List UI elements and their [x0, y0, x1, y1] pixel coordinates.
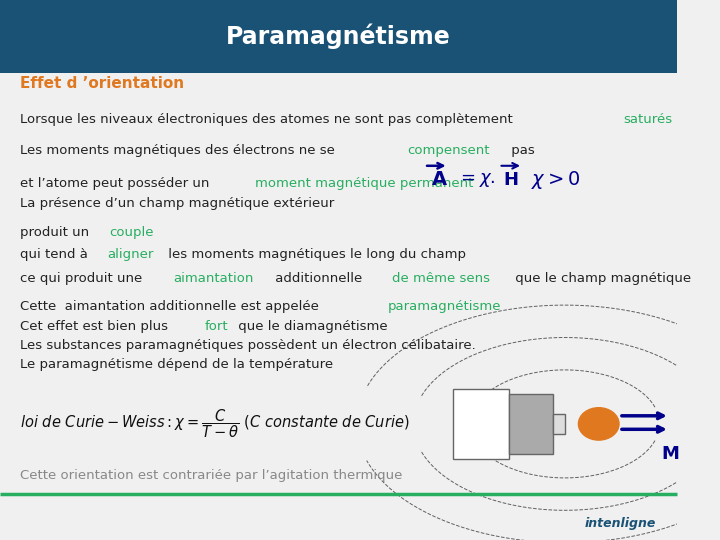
Circle shape: [578, 408, 619, 440]
Text: que le diamagnétisme: que le diamagnétisme: [233, 320, 387, 333]
Text: Les moments magnétiques des électrons ne se: Les moments magnétiques des électrons ne…: [20, 144, 339, 157]
Text: La présence d’un champ magnétique extérieur: La présence d’un champ magnétique extéri…: [20, 197, 335, 210]
Text: de même sens: de même sens: [392, 272, 490, 285]
Text: $\chi > 0$: $\chi > 0$: [531, 169, 580, 191]
Text: Cette  aimantation additionnelle est appelée: Cette aimantation additionnelle est appe…: [20, 300, 323, 313]
Text: Paramagnétisme: Paramagnétisme: [226, 24, 451, 49]
Text: $\it{loi\ de\ Curie - Weiss : \chi = \dfrac{C}{T-\theta}\ (C\ constante\ de\ Cur: $\it{loi\ de\ Curie - Weiss : \chi = \df…: [20, 408, 410, 440]
Text: Les substances paramagnétiques possèdent un électron célibataire.: Les substances paramagnétiques possèdent…: [20, 339, 476, 352]
Text: aligner: aligner: [108, 248, 154, 261]
Text: M: M: [662, 444, 680, 463]
Text: additionnelle: additionnelle: [271, 272, 371, 285]
Text: compensent: compensent: [408, 144, 490, 157]
Text: Le paramagnétisme dépend de la température: Le paramagnétisme dépend de la températu…: [20, 358, 333, 371]
Text: paramagnétisme: paramagnétisme: [388, 300, 501, 313]
FancyBboxPatch shape: [0, 0, 677, 73]
Text: Cette orientation est contrariée par l’agitation thermique: Cette orientation est contrariée par l’a…: [20, 469, 402, 482]
Text: Lorsque les niveaux électroniques des atomes ne sont pas complètement: Lorsque les niveaux électroniques des at…: [20, 113, 517, 126]
Text: et l’atome peut posséder un: et l’atome peut posséder un: [20, 177, 214, 190]
Text: Effet d ’orientation: Effet d ’orientation: [20, 76, 184, 91]
Text: produit un: produit un: [20, 226, 94, 239]
FancyBboxPatch shape: [454, 389, 509, 459]
Text: intenligne: intenligne: [585, 517, 656, 530]
FancyBboxPatch shape: [509, 394, 553, 454]
Text: fort: fort: [205, 320, 228, 333]
Text: pas: pas: [507, 144, 535, 157]
Text: Cet effet est bien plus: Cet effet est bien plus: [20, 320, 173, 333]
Text: $= \chi.$: $= \chi.$: [456, 171, 495, 189]
Text: saturés: saturés: [623, 113, 672, 126]
Text: qui tend à: qui tend à: [20, 248, 92, 261]
FancyBboxPatch shape: [553, 414, 565, 434]
Text: couple: couple: [109, 226, 154, 239]
Text: ce qui produit une: ce qui produit une: [20, 272, 147, 285]
Text: les moments magnétiques le long du champ: les moments magnétiques le long du champ: [164, 248, 466, 261]
Text: moment magnétique permanent: moment magnétique permanent: [255, 177, 474, 190]
Text: que le champ magnétique: que le champ magnétique: [511, 272, 691, 285]
Text: $\mathbf{A}$: $\mathbf{A}$: [431, 170, 448, 190]
Text: aimantation: aimantation: [174, 272, 254, 285]
Text: $\mathbf{H}$: $\mathbf{H}$: [503, 171, 518, 189]
